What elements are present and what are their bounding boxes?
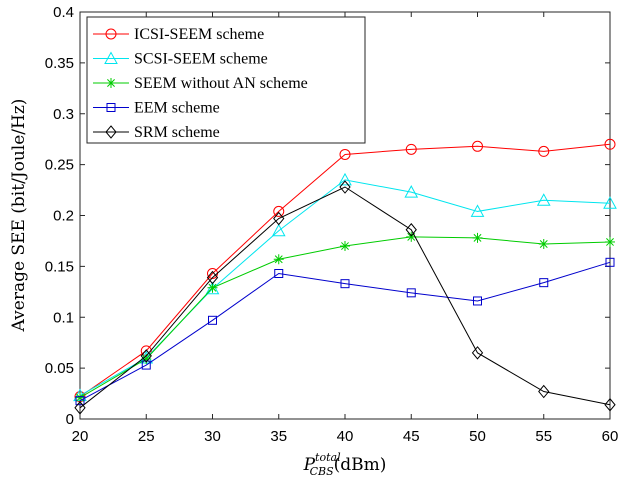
series-line — [79, 261, 611, 402]
marker-square — [406, 288, 416, 298]
marker-triangle — [603, 196, 617, 209]
marker-square — [274, 268, 284, 278]
x-axis-label: Ptotal CBS(dBm) — [303, 451, 387, 477]
marker-circle — [538, 145, 550, 157]
legend-label: SCSI-SEEM scheme — [134, 51, 268, 68]
marker-star-stroke — [208, 283, 217, 292]
marker-circle — [604, 138, 616, 150]
legend-box — [86, 16, 366, 144]
marker-star — [472, 232, 483, 243]
marker-star-stroke — [341, 242, 349, 250]
marker-diamond — [105, 125, 117, 139]
marker-star — [605, 236, 615, 247]
marker-square — [141, 360, 151, 370]
marker-diamond — [273, 211, 285, 226]
marker-star-stroke — [606, 238, 614, 246]
x-axis-label-unit: (dBm) — [334, 455, 387, 475]
y-tick-label: 0.35 — [45, 55, 74, 72]
y-tick-label: 0 — [66, 411, 74, 428]
marker-diamond — [339, 180, 351, 194]
legend-label: SEEM without AN scheme — [134, 75, 308, 92]
y-tick-label: 0.05 — [45, 360, 74, 377]
marker-triangle — [536, 193, 551, 206]
marker-triangle — [338, 172, 352, 186]
legend: ICSI-SEEM scheme SCSI-SEEM scheme SEEM wit… — [86, 16, 366, 144]
marker-triangle — [104, 51, 118, 64]
marker-square — [605, 257, 615, 267]
marker-star-stroke — [76, 393, 84, 402]
legend-label: EEM scheme — [134, 100, 220, 117]
marker-triangle — [470, 204, 485, 217]
legend-item: SRM scheme — [93, 124, 220, 141]
y-tick-label: 0.3 — [53, 106, 74, 123]
marker-circle — [273, 205, 285, 217]
series-2 — [75, 231, 615, 403]
y-tick-label: 0.4 — [53, 4, 74, 21]
x-tick-label: 50 — [469, 428, 486, 445]
marker-square — [75, 396, 85, 406]
legend-item: ICSI-SEEM scheme — [93, 26, 264, 43]
x-tick-label: 20 — [72, 428, 89, 445]
marker-triangle — [205, 281, 220, 295]
series-line — [79, 186, 611, 409]
marker-square — [539, 278, 549, 288]
marker-star — [207, 282, 218, 293]
marker-diamond — [538, 384, 550, 399]
marker-triangle — [271, 223, 286, 237]
legend-item: EEM scheme — [93, 100, 220, 117]
marker-star-stroke — [539, 240, 548, 248]
y-tick-label: 0.1 — [53, 309, 74, 326]
x-axis-label-sup: total — [315, 451, 341, 464]
y-axis-label: Average SEE (bit/Joule/Hz) — [9, 99, 29, 333]
marker-star-stroke — [107, 79, 115, 87]
x-tick-label: 40 — [337, 428, 354, 445]
marker-diamond — [604, 397, 616, 412]
marker-square — [473, 296, 482, 306]
legend-label: SRM scheme — [134, 124, 220, 141]
marker-star-stroke — [274, 255, 283, 264]
series-4 — [74, 180, 616, 415]
marker-circle — [339, 148, 351, 160]
x-tick-label: 60 — [602, 428, 619, 445]
marker-star — [106, 78, 116, 88]
x-axis-label-main: P — [303, 455, 316, 475]
marker-diamond — [471, 346, 484, 360]
series-layer — [73, 138, 617, 415]
y-tick-label: 0.25 — [45, 157, 74, 174]
marker-star — [538, 238, 549, 249]
marker-circle — [405, 143, 417, 155]
marker-triangle — [404, 185, 419, 198]
y-tick-label: 0.15 — [45, 258, 74, 275]
x-tick-label: 45 — [403, 428, 420, 445]
marker-star — [340, 241, 350, 252]
series-3 — [75, 257, 615, 406]
x-axis-label-sub: CBS — [310, 465, 335, 477]
legend-item: SCSI-SEEM scheme — [93, 51, 268, 68]
marker-star — [273, 254, 284, 265]
marker-circle — [472, 140, 483, 152]
legend-item: SEEM without AN scheme — [93, 75, 308, 92]
axes: 20 25 30 35 40 45 50 55 60 0 0.05 0.1 0.15 0.2 0.25 0.3… — [45, 4, 619, 445]
marker-square — [208, 315, 217, 325]
y-tick-label: 0.2 — [53, 208, 74, 225]
series-line — [79, 143, 611, 398]
x-tick-label: 25 — [138, 428, 155, 445]
marker-diamond — [140, 349, 152, 363]
x-tick-label: 30 — [204, 428, 221, 445]
x-tick-label: 55 — [535, 428, 552, 445]
marker-square — [106, 103, 116, 112]
marker-star — [75, 392, 85, 403]
marker-diamond — [206, 270, 219, 285]
marker-diamond — [74, 401, 86, 415]
marker-diamond — [405, 222, 417, 237]
marker-star-stroke — [473, 233, 482, 242]
marker-circle — [105, 28, 117, 40]
legend-label: ICSI-SEEM scheme — [134, 26, 264, 43]
x-tick-label: 35 — [270, 428, 287, 445]
marker-square — [340, 279, 350, 289]
